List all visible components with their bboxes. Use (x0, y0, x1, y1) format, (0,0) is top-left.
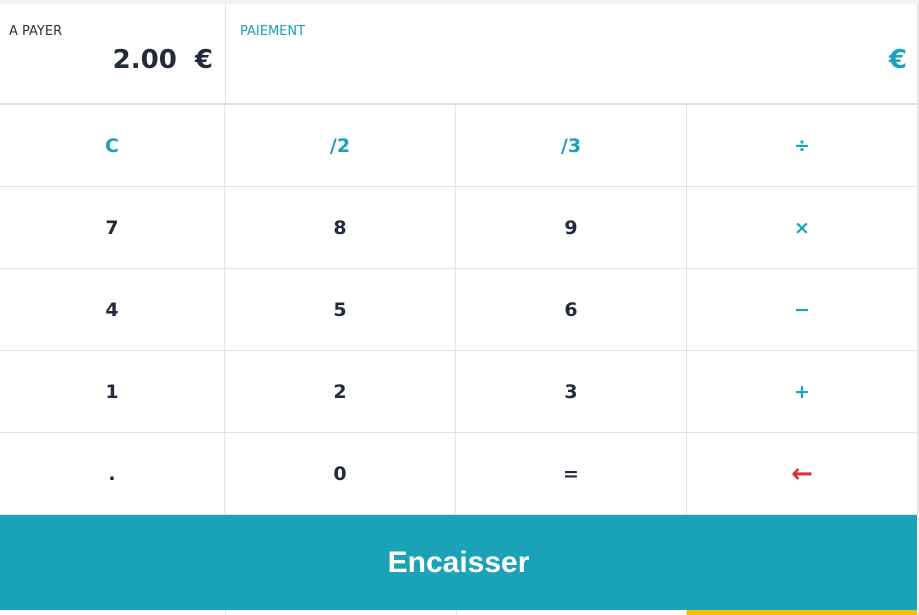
key-12[interactable]: 1 (0, 351, 225, 433)
payment-header: A PAYER 2.00 € PAIEMENT € (0, 4, 917, 105)
key-5[interactable]: 8 (225, 187, 456, 269)
payment-label: PAIEMENT (240, 24, 306, 39)
key-label: /3 (560, 134, 582, 157)
key-label: C (105, 134, 119, 157)
key-label: 0 (333, 462, 347, 485)
key-17[interactable]: 0 (225, 433, 456, 515)
key-label: 9 (564, 216, 578, 239)
keypad: C/2/3 ÷ 7 8 9 × 4 5 6 − 1 2 3 +. 0 = ← (0, 105, 917, 515)
key-9[interactable]: 5 (225, 269, 456, 351)
key-label: 5 (333, 298, 347, 321)
amount-due-value: 2.00 € (112, 45, 213, 75)
key-label: 4 (105, 298, 119, 321)
key-label: ÷ (794, 134, 810, 157)
key-label: + (794, 380, 810, 403)
key-16[interactable]: . (0, 433, 225, 515)
key-14[interactable]: 3 (456, 351, 687, 433)
key-13[interactable]: 2 (225, 351, 456, 433)
highlight-bar (687, 610, 917, 615)
key-label: − (794, 298, 810, 321)
key-4[interactable]: 7 (0, 187, 225, 269)
key-1[interactable]: /2 (225, 105, 456, 187)
key-7[interactable]: × (687, 187, 917, 269)
key-0[interactable]: C (0, 105, 225, 187)
key-label: 6 (564, 298, 578, 321)
payment-input[interactable]: PAIEMENT € (226, 4, 917, 103)
key-label: . (108, 462, 116, 485)
key-8[interactable]: 4 (0, 269, 225, 351)
key-11[interactable]: − (687, 269, 917, 351)
key-backspace[interactable]: ← (687, 433, 917, 515)
key-label: 1 (105, 380, 119, 403)
key-2[interactable]: /3 (456, 105, 687, 187)
payment-currency: € (888, 45, 907, 75)
key-15[interactable]: + (687, 351, 917, 433)
key-18[interactable]: = (456, 433, 687, 515)
backspace-arrow-icon: ← (791, 458, 813, 489)
key-label: 2 (333, 380, 347, 403)
key-label: = (563, 462, 579, 485)
key-6[interactable]: 9 (456, 187, 687, 269)
key-10[interactable]: 6 (456, 269, 687, 351)
key-3[interactable]: ÷ (687, 105, 917, 187)
key-label: × (794, 216, 810, 239)
key-label: 8 (333, 216, 347, 239)
amount-due-label: A PAYER (9, 24, 63, 39)
key-label: /2 (329, 134, 351, 157)
encaisser-button[interactable]: Encaisser (0, 515, 917, 610)
amount-due-box: A PAYER 2.00 € (0, 4, 226, 103)
key-label: 7 (105, 216, 119, 239)
key-label: 3 (564, 380, 578, 403)
payment-panel: A PAYER 2.00 € PAIEMENT € C/2/3 ÷ 7 8 9 × 4 5 6 −… (0, 4, 918, 515)
bottom-strip (0, 610, 917, 615)
